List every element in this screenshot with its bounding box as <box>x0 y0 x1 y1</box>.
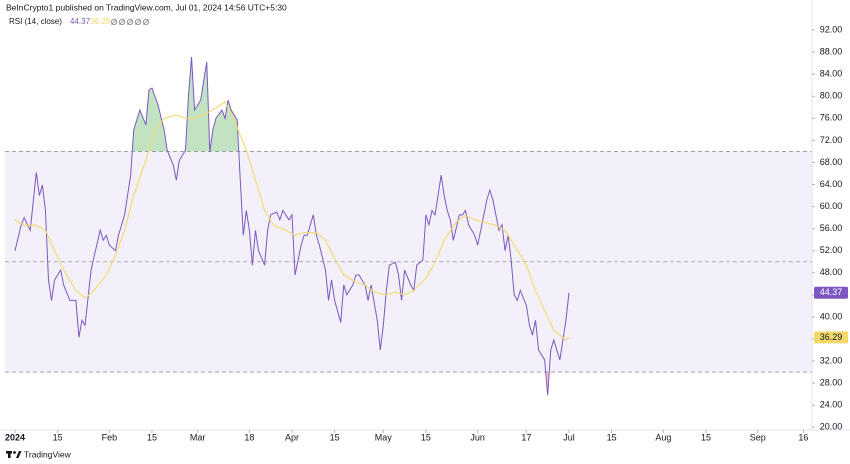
y-tick-label: 20.00 <box>820 422 843 432</box>
y-tick-label: 72.00 <box>820 135 843 145</box>
x-tick-label: 18 <box>244 432 254 442</box>
x-tick-label: 16 <box>798 432 808 442</box>
x-tick-label: Jun <box>470 432 485 442</box>
y-tick-label: 84.00 <box>820 69 843 79</box>
publish-info: BeInCrypto1 published on TradingView.com… <box>6 2 287 12</box>
y-tick-label: 48.00 <box>820 267 843 277</box>
y-tick-label: 28.00 <box>820 377 843 387</box>
x-tick-label: 15 <box>147 432 157 442</box>
x-tick-label: 17 <box>521 432 531 442</box>
x-tick-label: 15 <box>53 432 63 442</box>
y-tick-label: 64.00 <box>820 179 843 189</box>
x-tick-label: Sep <box>750 432 766 442</box>
legend-icons <box>111 18 149 25</box>
last-value-label: 44.37 <box>820 287 843 297</box>
x-tick-label: 2024 <box>5 432 25 442</box>
y-tick-label: 32.00 <box>820 355 843 365</box>
x-tick-label: Aug <box>655 432 671 442</box>
x-tick-label: 15 <box>330 432 340 442</box>
y-tick-label: 68.00 <box>820 157 843 167</box>
series-line <box>14 57 570 396</box>
y-tick-label: 40.00 <box>820 311 843 321</box>
indicator-title: RSI (14, close) <box>9 17 62 26</box>
y-tick-label: 92.00 <box>820 24 843 34</box>
y-tick-label: 52.00 <box>820 245 843 255</box>
x-tick-label: Feb <box>102 432 118 442</box>
x-tick-label: Apr <box>285 432 299 442</box>
y-tick-label: 60.00 <box>820 201 843 211</box>
y-tick-label: 56.00 <box>820 223 843 233</box>
x-tick-label: 15 <box>421 432 431 442</box>
last-value-tag <box>814 286 848 299</box>
overbought-fill <box>132 57 239 152</box>
legend-value: 44.37 <box>70 17 91 26</box>
y-tick-label: 24.00 <box>820 400 843 410</box>
y-tick-label: 76.00 <box>820 113 843 123</box>
last-value-tag <box>814 331 848 344</box>
series-line <box>14 100 570 341</box>
y-tick-label: 80.00 <box>820 91 843 101</box>
x-tick-label: 15 <box>607 432 617 442</box>
footer-brand: TradingView <box>24 449 72 459</box>
last-value-label: 36.29 <box>820 332 843 342</box>
x-tick-label: Jul <box>563 432 575 442</box>
x-tick-label: 15 <box>701 432 711 442</box>
x-tick-label: Mar <box>190 432 206 442</box>
y-tick-label: 88.00 <box>820 47 843 57</box>
legend-value: 36.29 <box>90 17 111 26</box>
x-tick-label: May <box>375 432 393 442</box>
footer-logo <box>6 451 22 458</box>
